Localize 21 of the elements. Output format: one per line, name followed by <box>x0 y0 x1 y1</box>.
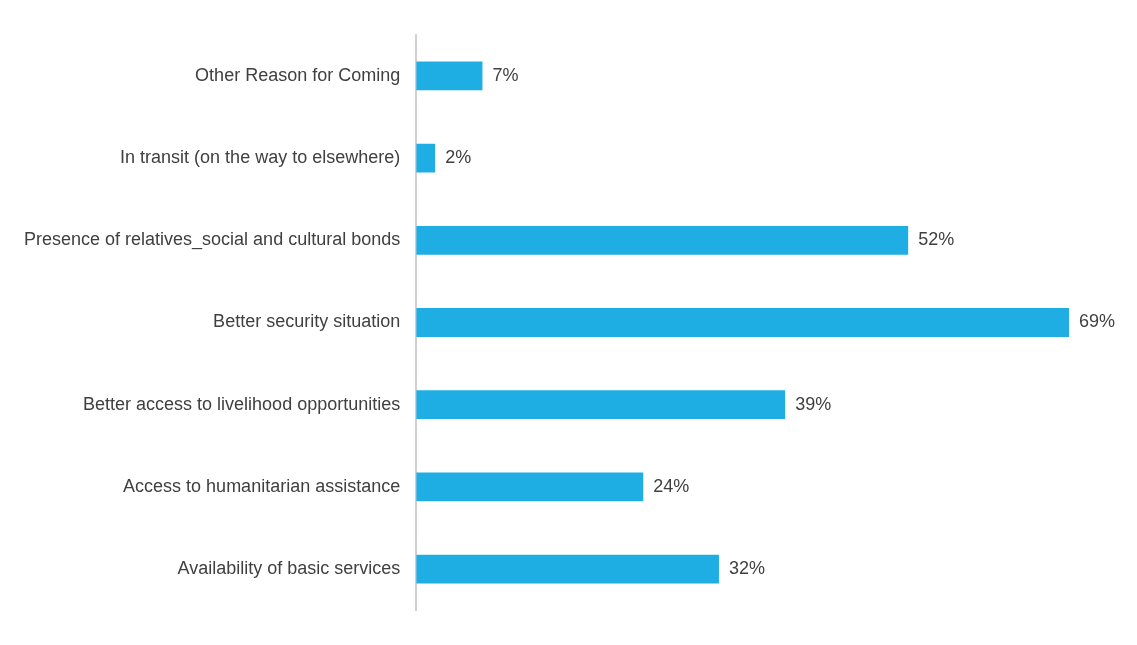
y-tick-label: Presence of relatives_social and cultural bonds <box>24 229 401 251</box>
data-label: 52% <box>918 229 955 250</box>
bar <box>416 143 436 173</box>
data-label: 24% <box>653 475 690 496</box>
data-label: 39% <box>795 393 832 414</box>
bar <box>416 61 483 91</box>
data-label: 2% <box>445 147 472 168</box>
y-tick-label: Availability of basic services <box>177 558 401 579</box>
y-tick-label: Other Reason for Coming <box>195 64 401 85</box>
bar <box>416 472 644 502</box>
y-tick-label: Access to humanitarian assistance <box>123 475 401 496</box>
bar <box>416 225 909 255</box>
bar <box>416 554 719 584</box>
y-tick-label: Better security situation <box>213 311 401 332</box>
data-label: 32% <box>728 558 765 579</box>
y-tick-label: Better access to livelihood opportunities <box>83 393 401 414</box>
data-label: 7% <box>492 64 519 85</box>
bar <box>416 390 786 420</box>
bar <box>416 308 1069 337</box>
data-label: 69% <box>1079 311 1116 332</box>
y-tick-label: In transit (on the way to elsewhere) <box>120 147 401 168</box>
